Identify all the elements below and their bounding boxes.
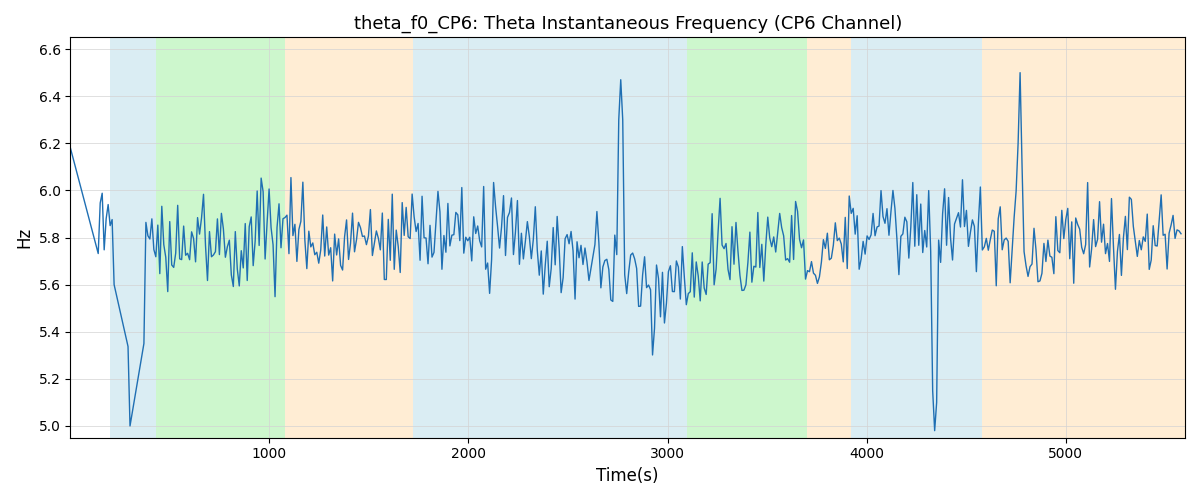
Bar (110, 38, 156, 438)
Bar (982, 38, 1186, 438)
Bar (851, 38, 982, 438)
Bar (688, 38, 806, 438)
Bar (286, 38, 413, 438)
Bar (660, 38, 688, 438)
X-axis label: Time(s): Time(s) (596, 467, 659, 485)
Title: theta_f0_CP6: Theta Instantaneous Frequency (CP6 Channel): theta_f0_CP6: Theta Instantaneous Freque… (354, 15, 902, 34)
Bar (806, 38, 851, 438)
Bar (443, 38, 660, 438)
Bar (156, 38, 286, 438)
Y-axis label: Hz: Hz (14, 227, 32, 248)
Bar (413, 38, 443, 438)
